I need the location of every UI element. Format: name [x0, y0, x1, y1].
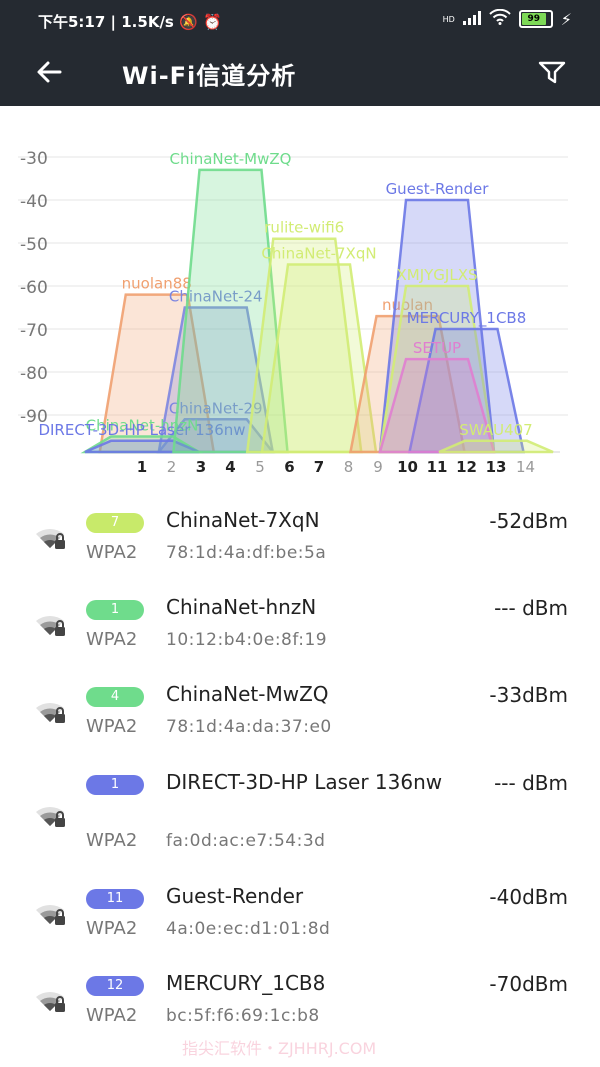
watermark: 指尖汇软件・ZJHHRJ.COM	[182, 1039, 377, 1058]
signal-strength: --- dBm	[494, 771, 568, 795]
series-label: ChinaNet-24	[169, 288, 263, 306]
signal-strength: -33dBm	[489, 683, 568, 707]
channel-chart-svg: -30-40-50-60-70-80-901 2 3 4 5 6 7 8 9 10 11 12 13 14…	[18, 149, 568, 476]
wifi-lock-icon	[34, 800, 68, 830]
series-label: SWAU407	[459, 421, 532, 439]
network-speed: 1.5K/s	[121, 13, 174, 31]
back-arrow-icon[interactable]	[34, 56, 66, 88]
signal-strength: --- dBm	[494, 596, 568, 620]
battery-icon: 99	[518, 10, 553, 28]
alarm-icon: ⏰	[203, 13, 222, 31]
security-label: WPA2	[86, 1005, 138, 1026]
page-title: Wi-Fi信道分析	[122, 62, 297, 90]
y-tick-label: -90	[20, 407, 48, 427]
x-tick-label: 3	[196, 458, 206, 476]
x-tick-label: 5	[255, 458, 265, 476]
channel-chart: -30 -40 -50 -60 -70 -80 -90 1 2 3 4 5 6 7 8 9 10 11 12 13 14…	[0, 106, 600, 486]
mac-address: 4a:0e:ec:d1:01:8d	[166, 919, 331, 939]
mac-address: 10:12:b4:0e:8f:19	[166, 630, 328, 650]
status-left: 下午5:17 | 1.5K/s 🔕 ⏰	[38, 13, 222, 31]
series-label: ChinaNet-7XqN	[261, 245, 376, 263]
y-tick-label: -70	[20, 321, 48, 341]
x-tick-label: 13	[486, 458, 507, 476]
ssid-label: ChinaNet-7XqN	[166, 508, 320, 532]
mute-icon: 🔕	[179, 13, 198, 31]
ssid-label: ChinaNet-MwZQ	[166, 682, 329, 706]
series-label: ChinaNet-MwZQ	[170, 150, 292, 168]
mac-address: 78:1d:4a:df:be:5a	[166, 543, 327, 563]
channel-badge: 7	[86, 513, 144, 533]
x-tick-label: 1	[137, 458, 147, 476]
x-tick-label: 14	[516, 458, 535, 476]
security-label: WPA2	[86, 918, 138, 939]
x-tick-label: 7	[314, 458, 324, 476]
signal-strength: -52dBm	[489, 509, 568, 533]
mac-address: 78:1d:4a:da:37:e0	[166, 717, 332, 737]
app-bar: Wi-Fi信道分析	[0, 40, 600, 106]
wifi-lock-icon	[34, 898, 68, 928]
series-area	[438, 439, 554, 454]
channel-badge: 11	[86, 889, 144, 909]
series-label: SETUP	[413, 339, 461, 357]
signal-badge: HD	[442, 14, 455, 24]
x-tick-label: 12	[456, 458, 477, 476]
series-label: DIRECT-3D-HP Laser 136nw	[38, 421, 245, 439]
series-label: ChinaNet-29	[169, 399, 263, 417]
channel-badge: 12	[86, 976, 144, 996]
channel-badge: 4	[86, 687, 144, 707]
security-label: WPA2	[86, 542, 138, 563]
signal-strength: -40dBm	[489, 885, 568, 909]
top-bar: 下午5:17 | 1.5K/s 🔕 ⏰ HD 99 ⚡ Wi-Fi信道分析	[0, 0, 600, 106]
series-label: MERCURY_1CB8	[407, 309, 527, 328]
y-tick-label: -80	[20, 364, 48, 384]
mac-address: fa:0d:ac:e7:54:3d	[166, 831, 326, 851]
wifi-status-icon	[489, 8, 511, 29]
charging-icon: ⚡	[560, 9, 572, 29]
x-tick-label: 11	[427, 458, 448, 476]
ssid-label: DIRECT-3D-HP Laser 136nw	[166, 770, 443, 794]
series-area	[84, 439, 200, 454]
wifi-lock-icon	[34, 985, 68, 1015]
status-right: HD 99 ⚡	[442, 8, 572, 29]
cell-signal-icon	[462, 10, 481, 29]
status-bar: 下午5:17 | 1.5K/s 🔕 ⏰ HD 99 ⚡	[0, 0, 600, 40]
series-label: rulite-wifi6	[264, 219, 344, 237]
channel-badge: 1	[86, 600, 144, 620]
wifi-lock-icon	[34, 522, 68, 552]
security-label: WPA2	[86, 716, 138, 737]
status-time: 下午5:17	[38, 13, 106, 31]
x-tick-label: 8	[344, 458, 354, 476]
y-tick-label: -60	[20, 278, 48, 298]
mac-address: bc:5f:f6:69:1c:b8	[166, 1006, 320, 1026]
channel-badge: 1	[86, 775, 144, 795]
series-label: nuolan88	[122, 275, 192, 293]
y-tick-label: -40	[20, 192, 48, 212]
filter-icon[interactable]	[538, 58, 566, 86]
ssid-label: MERCURY_1CB8	[166, 971, 326, 995]
series-label: XMJYGJLXS	[396, 266, 477, 284]
series-area	[260, 263, 378, 454]
x-tick-label: 4	[225, 458, 235, 476]
wifi-lock-icon	[34, 609, 68, 639]
ssid-label: Guest-Render	[166, 884, 304, 908]
battery-level: 99	[521, 13, 546, 25]
x-tick-label: 6	[284, 458, 294, 476]
wifi-lock-icon	[34, 696, 68, 726]
x-tick-label: 9	[373, 458, 383, 476]
x-tick-label: 2	[167, 458, 177, 476]
y-tick-label: -50	[20, 235, 48, 255]
series-label: ChinaNet-hnzN	[86, 417, 199, 435]
signal-strength: -70dBm	[489, 972, 568, 996]
security-label: WPA2	[86, 629, 138, 650]
series-label: Guest-Render	[386, 180, 490, 198]
security-label: WPA2	[86, 830, 138, 851]
ssid-label: ChinaNet-hnzN	[166, 595, 317, 619]
x-tick-label: 10	[397, 458, 418, 476]
y-tick-label: -30	[20, 149, 48, 169]
